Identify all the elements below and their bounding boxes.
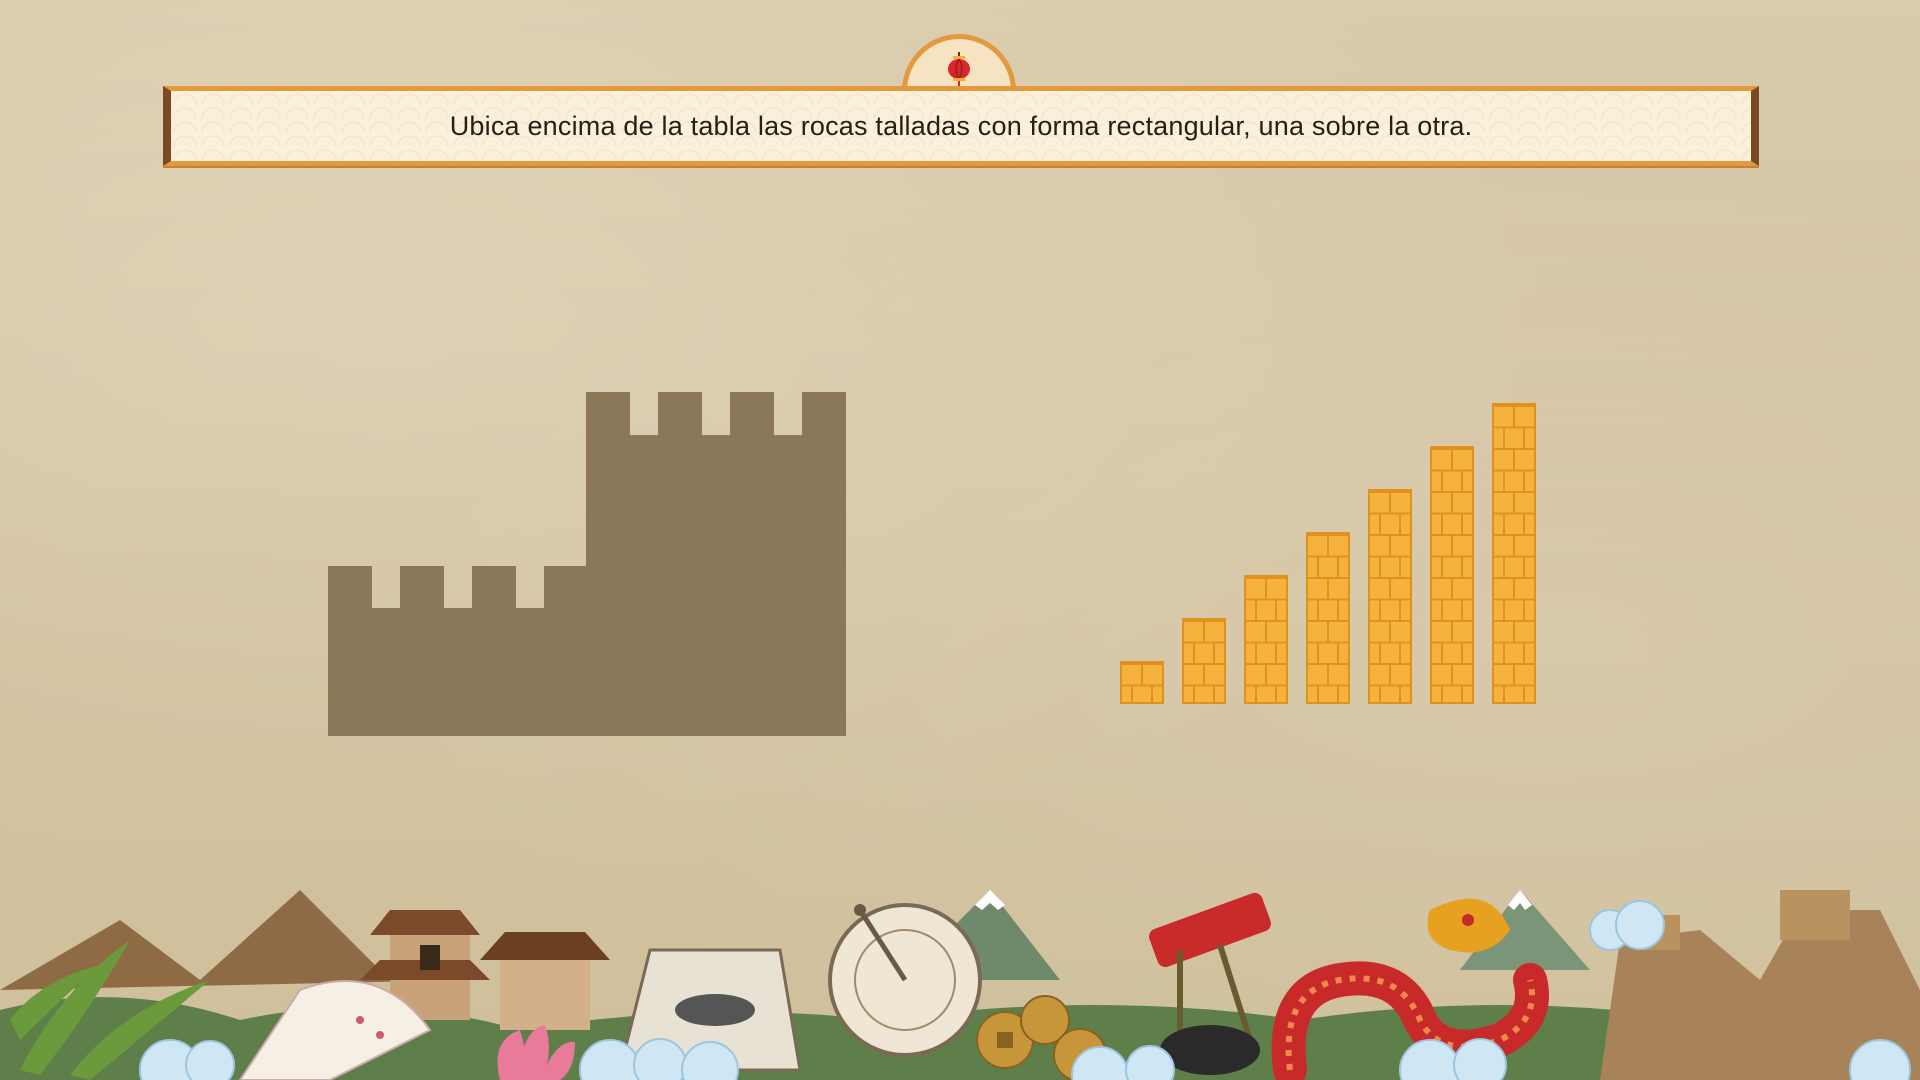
dragon-icon (1271, 898, 1549, 1080)
great-wall-icon (1600, 890, 1920, 1080)
pagoda-icon (360, 910, 610, 1030)
lantern-icon (948, 52, 970, 88)
wall-silhouette-shape (328, 392, 846, 736)
cloud-band (139, 900, 1911, 1080)
brick-column-3[interactable] (1244, 575, 1288, 704)
bamboo-leaves (10, 940, 210, 1080)
brick-column-6[interactable] (1430, 446, 1474, 704)
instruction-banner: Ubica encima de la tabla las rocas talla… (163, 86, 1759, 166)
brick-column-4[interactable] (1306, 532, 1350, 704)
mountain-shape (0, 890, 470, 990)
firework-icon (1149, 892, 1271, 1075)
brick-column-7[interactable] (1492, 403, 1536, 704)
brick-column-5[interactable] (1368, 489, 1412, 704)
folding-fan-icon (238, 980, 432, 1080)
instruction-text: Ubica encima de la tabla las rocas talla… (449, 110, 1473, 141)
sundial-icon (828, 903, 982, 1057)
decorative-footer (0, 890, 1920, 1080)
lotus-icon (497, 1025, 575, 1080)
brick-column-2[interactable] (1182, 618, 1226, 704)
mountain-shape (1460, 890, 1590, 970)
brick-column-1[interactable] (1120, 661, 1164, 704)
